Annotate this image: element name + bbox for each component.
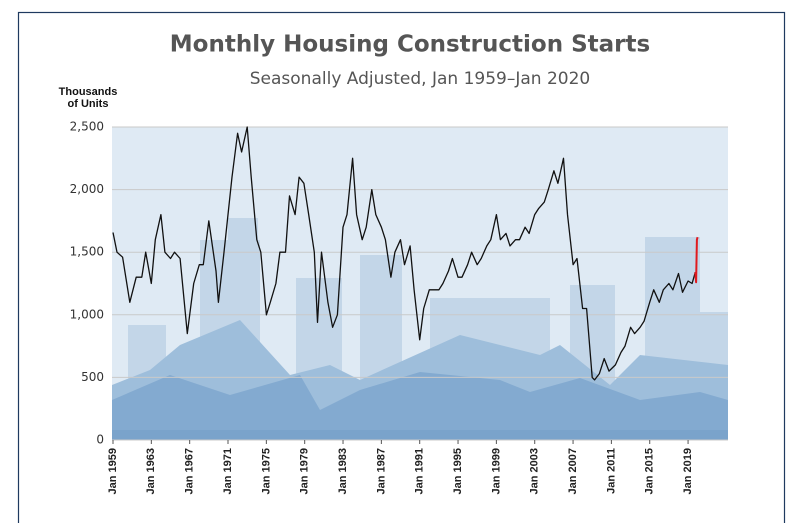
x-tick-label: Jan 2015 xyxy=(644,448,656,494)
skyline-illustration xyxy=(112,127,728,440)
x-tick-label: Jan 2003 xyxy=(529,448,541,494)
y-axis-label: of Units xyxy=(68,98,109,110)
x-tick-label: Jan 1995 xyxy=(452,448,464,494)
y-axis-label: Thousands xyxy=(59,86,118,98)
x-tick-label: Jan 1975 xyxy=(260,448,272,494)
x-tick-label: Jan 1979 xyxy=(299,448,311,494)
x-tick-label: Jan 1983 xyxy=(337,448,349,494)
x-tick-label: Jan 2019 xyxy=(682,448,694,494)
ground xyxy=(112,430,728,440)
x-tick-label: Jan 1967 xyxy=(184,448,196,494)
data-line xyxy=(694,236,699,284)
x-tick-label: Jan 1987 xyxy=(375,448,387,494)
x-tick-label: Jan 1959 xyxy=(107,448,119,494)
y-tick-label: 1,000 xyxy=(70,307,104,321)
chart-subtitle: Seasonally Adjusted, Jan 1959–Jan 2020 xyxy=(250,69,590,89)
y-tick-label: 2,000 xyxy=(70,182,104,196)
x-tick-label: Jan 1999 xyxy=(490,448,502,494)
y-tick-label: 2,500 xyxy=(70,120,104,134)
near-buildings xyxy=(112,372,728,440)
chart-title: Monthly Housing Construction Starts xyxy=(170,32,650,58)
x-tick-label: Jan 2007 xyxy=(567,448,579,494)
y-tick-label: 0 xyxy=(96,433,104,447)
y-tick-label: 1,500 xyxy=(70,245,104,259)
x-tick-label: Jan 1963 xyxy=(145,448,157,494)
x-tick-label: Jan 1971 xyxy=(222,448,234,494)
data-line xyxy=(112,126,696,381)
y-tick-label: 500 xyxy=(81,370,104,384)
x-tick-label: Jan 2011 xyxy=(605,448,617,494)
x-tick-label: Jan 1991 xyxy=(414,448,426,494)
